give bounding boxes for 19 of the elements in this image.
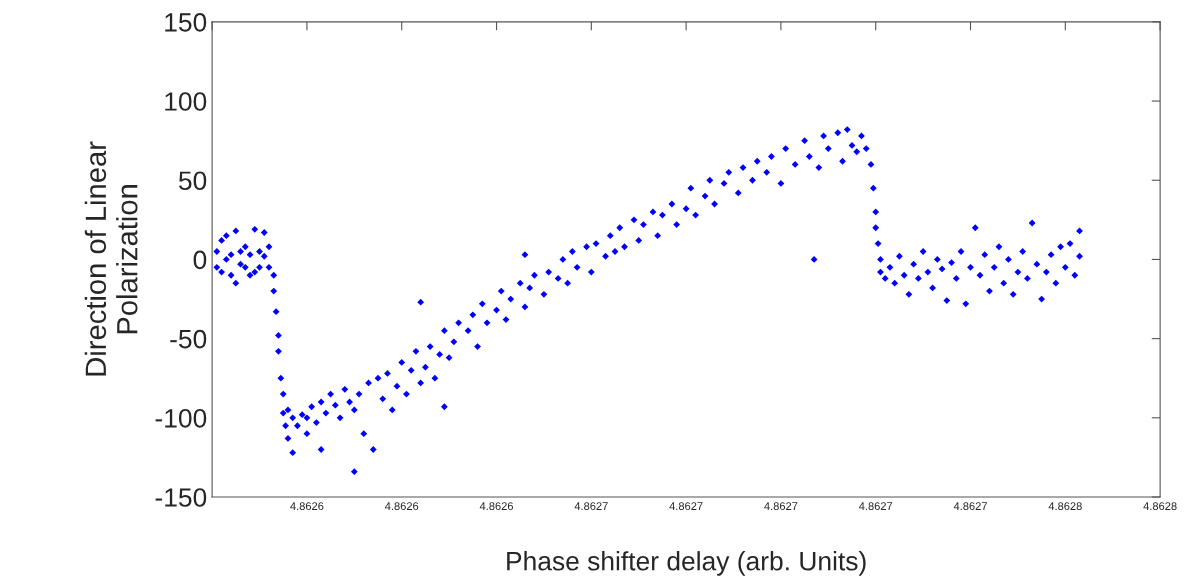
y-tick-label: -50 [170, 329, 207, 349]
x-tick-label: 4.8626 [479, 502, 514, 511]
y-tick-label: 150 [165, 13, 207, 32]
x-tick-label: 4.8627 [953, 502, 987, 511]
x-axis-title: Phase shifter delay (arb. Units) [507, 551, 866, 576]
x-tick-label: 4.8627 [764, 502, 798, 511]
x-tick-label: 4.8628 [1143, 502, 1177, 511]
y-tick-label: -150 [155, 488, 207, 507]
y-tick-label: 0 [193, 250, 207, 270]
y-axis-title: Direction of Linear Polarization [84, 141, 138, 376]
y-tick-label: 100 [165, 92, 207, 111]
x-tick-label: 4.8627 [669, 502, 703, 511]
x-tick-label: 4.8628 [1048, 502, 1082, 511]
y-tick-label: 50 [178, 171, 207, 191]
x-tick-label: 4.8626 [384, 502, 419, 511]
x-tick-label: 4.8627 [574, 502, 608, 511]
x-tick-label: 4.8627 [858, 502, 893, 511]
x-tick-label: 4.8626 [290, 502, 324, 511]
y-tick-label: -100 [155, 408, 207, 428]
